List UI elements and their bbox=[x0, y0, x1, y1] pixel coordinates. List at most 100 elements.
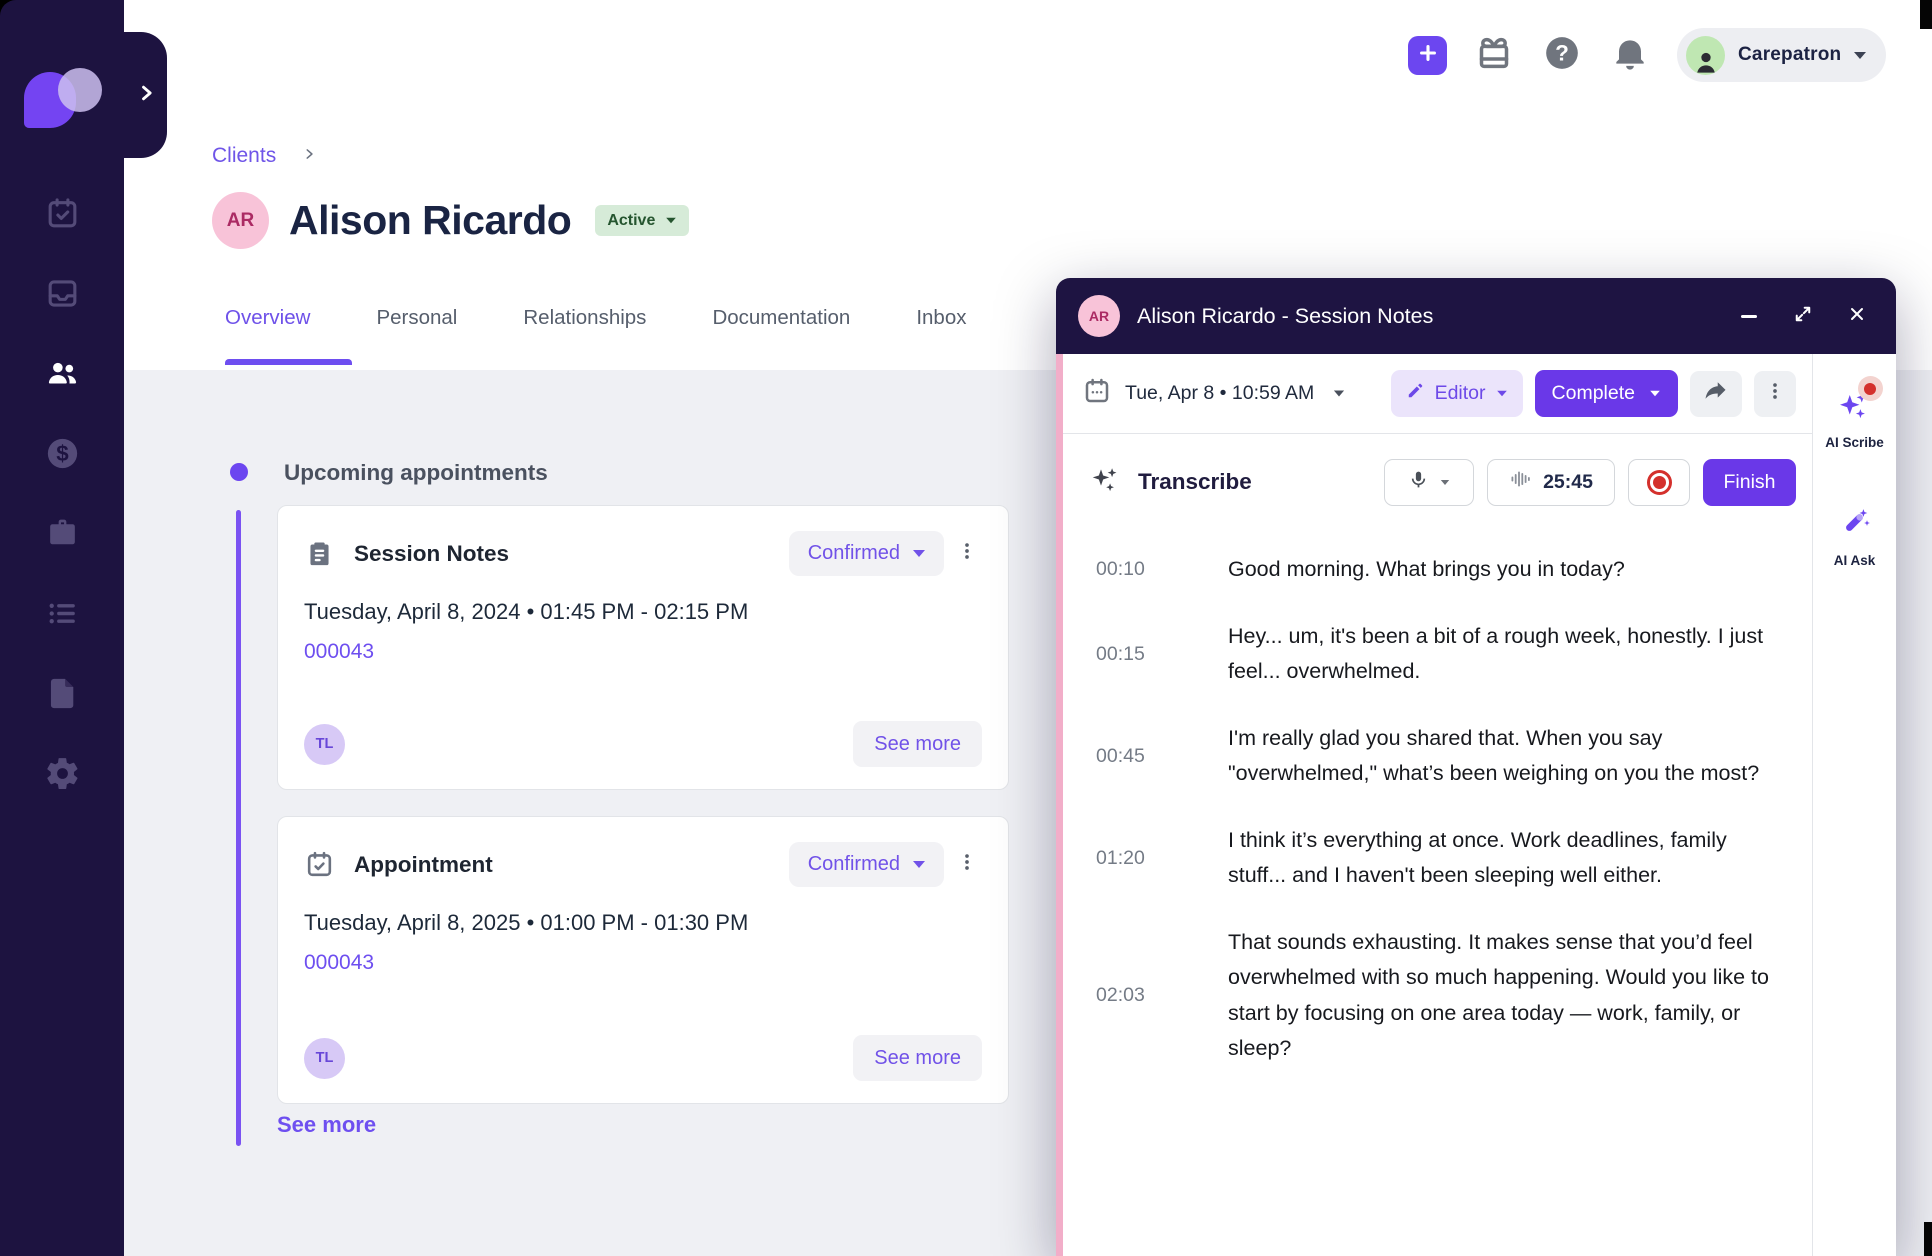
inbox-icon bbox=[44, 275, 81, 317]
tab-documentation[interactable]: Documentation bbox=[712, 306, 851, 329]
session-datetime-dropdown[interactable]: Tue, Apr 8 • 10:59 AM bbox=[1082, 376, 1391, 411]
people-icon bbox=[44, 355, 81, 397]
ai-scribe-button[interactable]: AI Scribe bbox=[1825, 376, 1884, 450]
tab-relationships[interactable]: Relationships bbox=[523, 306, 647, 329]
section-title: Upcoming appointments bbox=[284, 460, 548, 485]
tab-overview[interactable]: Overview bbox=[225, 306, 311, 329]
appointment-reference-link[interactable]: 000043 bbox=[304, 640, 375, 663]
recording-timer[interactable]: 25:45 bbox=[1487, 458, 1615, 506]
transcript-row: 00:45 I'm really glad you shared that. W… bbox=[1096, 721, 1788, 792]
expand-button[interactable] bbox=[1792, 305, 1814, 327]
chevron-right-icon bbox=[302, 147, 316, 166]
kebab-menu-icon bbox=[956, 540, 978, 567]
sidebar-nav: $ bbox=[0, 176, 124, 816]
tab-personal[interactable]: Personal bbox=[376, 306, 458, 329]
help-button[interactable]: ? bbox=[1541, 34, 1583, 76]
transcript-row: 02:03 That sounds exhausting. It makes s… bbox=[1096, 925, 1788, 1067]
microphone-icon bbox=[1408, 469, 1429, 495]
settings-gear-icon bbox=[44, 755, 81, 797]
account-name: Carepatron bbox=[1738, 44, 1842, 65]
record-button[interactable] bbox=[1628, 458, 1690, 506]
appointment-card-appointment: Appointment Confirmed Tuesday, April 8, … bbox=[277, 816, 1009, 1104]
client-avatar: AR bbox=[212, 192, 269, 249]
sidebar-item-calendar[interactable] bbox=[0, 176, 124, 256]
record-icon bbox=[1646, 469, 1672, 495]
chevron-down-icon bbox=[1854, 51, 1867, 59]
chevron-down-icon bbox=[1496, 390, 1507, 397]
appointment-reference-link[interactable]: 000043 bbox=[304, 951, 375, 974]
ai-ask-label: AI Ask bbox=[1833, 553, 1876, 568]
microphone-selector[interactable] bbox=[1384, 458, 1474, 506]
sidebar-item-templates[interactable] bbox=[0, 656, 124, 736]
whats-new-button[interactable] bbox=[1473, 34, 1515, 76]
calendar-icon bbox=[1082, 376, 1112, 411]
waveform-icon bbox=[1509, 467, 1533, 497]
plus-icon bbox=[1417, 42, 1439, 69]
ai-ask-button[interactable]: AI Ask bbox=[1833, 502, 1877, 568]
chevron-down-icon bbox=[1440, 479, 1449, 485]
editor-mode-button[interactable]: Editor bbox=[1390, 370, 1523, 417]
card-more-menu[interactable] bbox=[952, 845, 982, 885]
card-title: Appointment bbox=[354, 851, 493, 877]
header-actions: ? Carepatron bbox=[1408, 0, 1887, 110]
minimize-button[interactable] bbox=[1738, 305, 1760, 327]
minimize-icon bbox=[1741, 314, 1757, 318]
calendar-check-icon bbox=[304, 849, 335, 880]
close-button[interactable] bbox=[1846, 305, 1868, 327]
templates-document-icon bbox=[44, 675, 81, 717]
chevron-right-icon bbox=[136, 83, 156, 108]
modal-toolbar: Tue, Apr 8 • 10:59 AM Editor Complete bbox=[1063, 354, 1812, 434]
transcript-timestamp: 00:45 bbox=[1096, 744, 1145, 767]
appointment-datetime: Tuesday, April 8, 2025 • 01:00 PM - 01:3… bbox=[304, 910, 749, 935]
transcript-text: That sounds exhausting. It makes sense t… bbox=[1228, 929, 1769, 1061]
more-options-button[interactable] bbox=[1754, 370, 1796, 417]
assignee-avatar: TL bbox=[304, 1037, 345, 1079]
breadcrumb: Clients bbox=[212, 144, 316, 168]
close-icon bbox=[1847, 304, 1867, 329]
account-menu[interactable]: Carepatron bbox=[1677, 28, 1887, 82]
status-badge[interactable]: Active bbox=[595, 205, 690, 236]
appointment-status-dropdown[interactable]: Confirmed bbox=[788, 531, 944, 576]
transcript-timestamp: 02:03 bbox=[1096, 984, 1145, 1006]
card-title: Session Notes bbox=[354, 540, 510, 566]
sidebar-item-lists[interactable] bbox=[0, 576, 124, 656]
card-see-more-button[interactable]: See more bbox=[853, 1035, 982, 1081]
card-see-more-button[interactable]: See more bbox=[853, 721, 982, 767]
recording-indicator-badge bbox=[1857, 376, 1883, 401]
briefcase-icon bbox=[44, 515, 81, 557]
card-more-menu[interactable] bbox=[952, 534, 982, 574]
appointment-card-session-notes: Session Notes Confirmed Tuesday, April 8… bbox=[277, 505, 1009, 790]
assignee-avatar: TL bbox=[304, 723, 345, 765]
appointments-see-more-link[interactable]: See more bbox=[277, 1112, 377, 1137]
appointment-datetime: Tuesday, April 8, 2024 • 01:45 PM - 02:1… bbox=[304, 599, 749, 624]
svg-text:?: ? bbox=[1555, 40, 1569, 65]
notifications-button[interactable] bbox=[1609, 34, 1651, 76]
chevron-down-icon bbox=[913, 861, 925, 868]
sidebar-item-billing[interactable]: $ bbox=[0, 416, 124, 496]
sidebar-item-inbox[interactable] bbox=[0, 256, 124, 336]
sidebar-item-clients[interactable] bbox=[0, 336, 124, 416]
create-new-button[interactable] bbox=[1408, 35, 1447, 75]
tab-inbox[interactable]: Inbox bbox=[916, 306, 967, 329]
magic-wand-icon bbox=[1837, 504, 1873, 545]
sidebar-item-services[interactable] bbox=[0, 496, 124, 576]
complete-button[interactable]: Complete bbox=[1534, 370, 1678, 417]
appointment-status-dropdown[interactable]: Confirmed bbox=[788, 842, 944, 887]
account-avatar bbox=[1686, 35, 1725, 75]
timeline-line bbox=[236, 510, 241, 1146]
clipboard-icon bbox=[304, 538, 335, 569]
page-title: Alison Ricardo bbox=[289, 197, 572, 243]
share-arrow-icon bbox=[1703, 378, 1729, 409]
share-button[interactable] bbox=[1690, 370, 1742, 417]
sidebar-expand-button[interactable] bbox=[124, 32, 167, 158]
bell-icon bbox=[1610, 33, 1650, 78]
finish-button[interactable]: Finish bbox=[1703, 458, 1796, 506]
client-avatar: AR bbox=[1078, 295, 1120, 337]
calendar-check-icon bbox=[44, 195, 81, 237]
help-icon: ? bbox=[1542, 33, 1582, 78]
breadcrumb-clients-link[interactable]: Clients bbox=[212, 144, 277, 167]
transcript-row: 00:10 Good morning. What brings you in t… bbox=[1096, 552, 1788, 588]
transcript-text: I'm really glad you shared that. When yo… bbox=[1228, 725, 1760, 786]
sidebar-item-settings[interactable] bbox=[0, 736, 124, 816]
